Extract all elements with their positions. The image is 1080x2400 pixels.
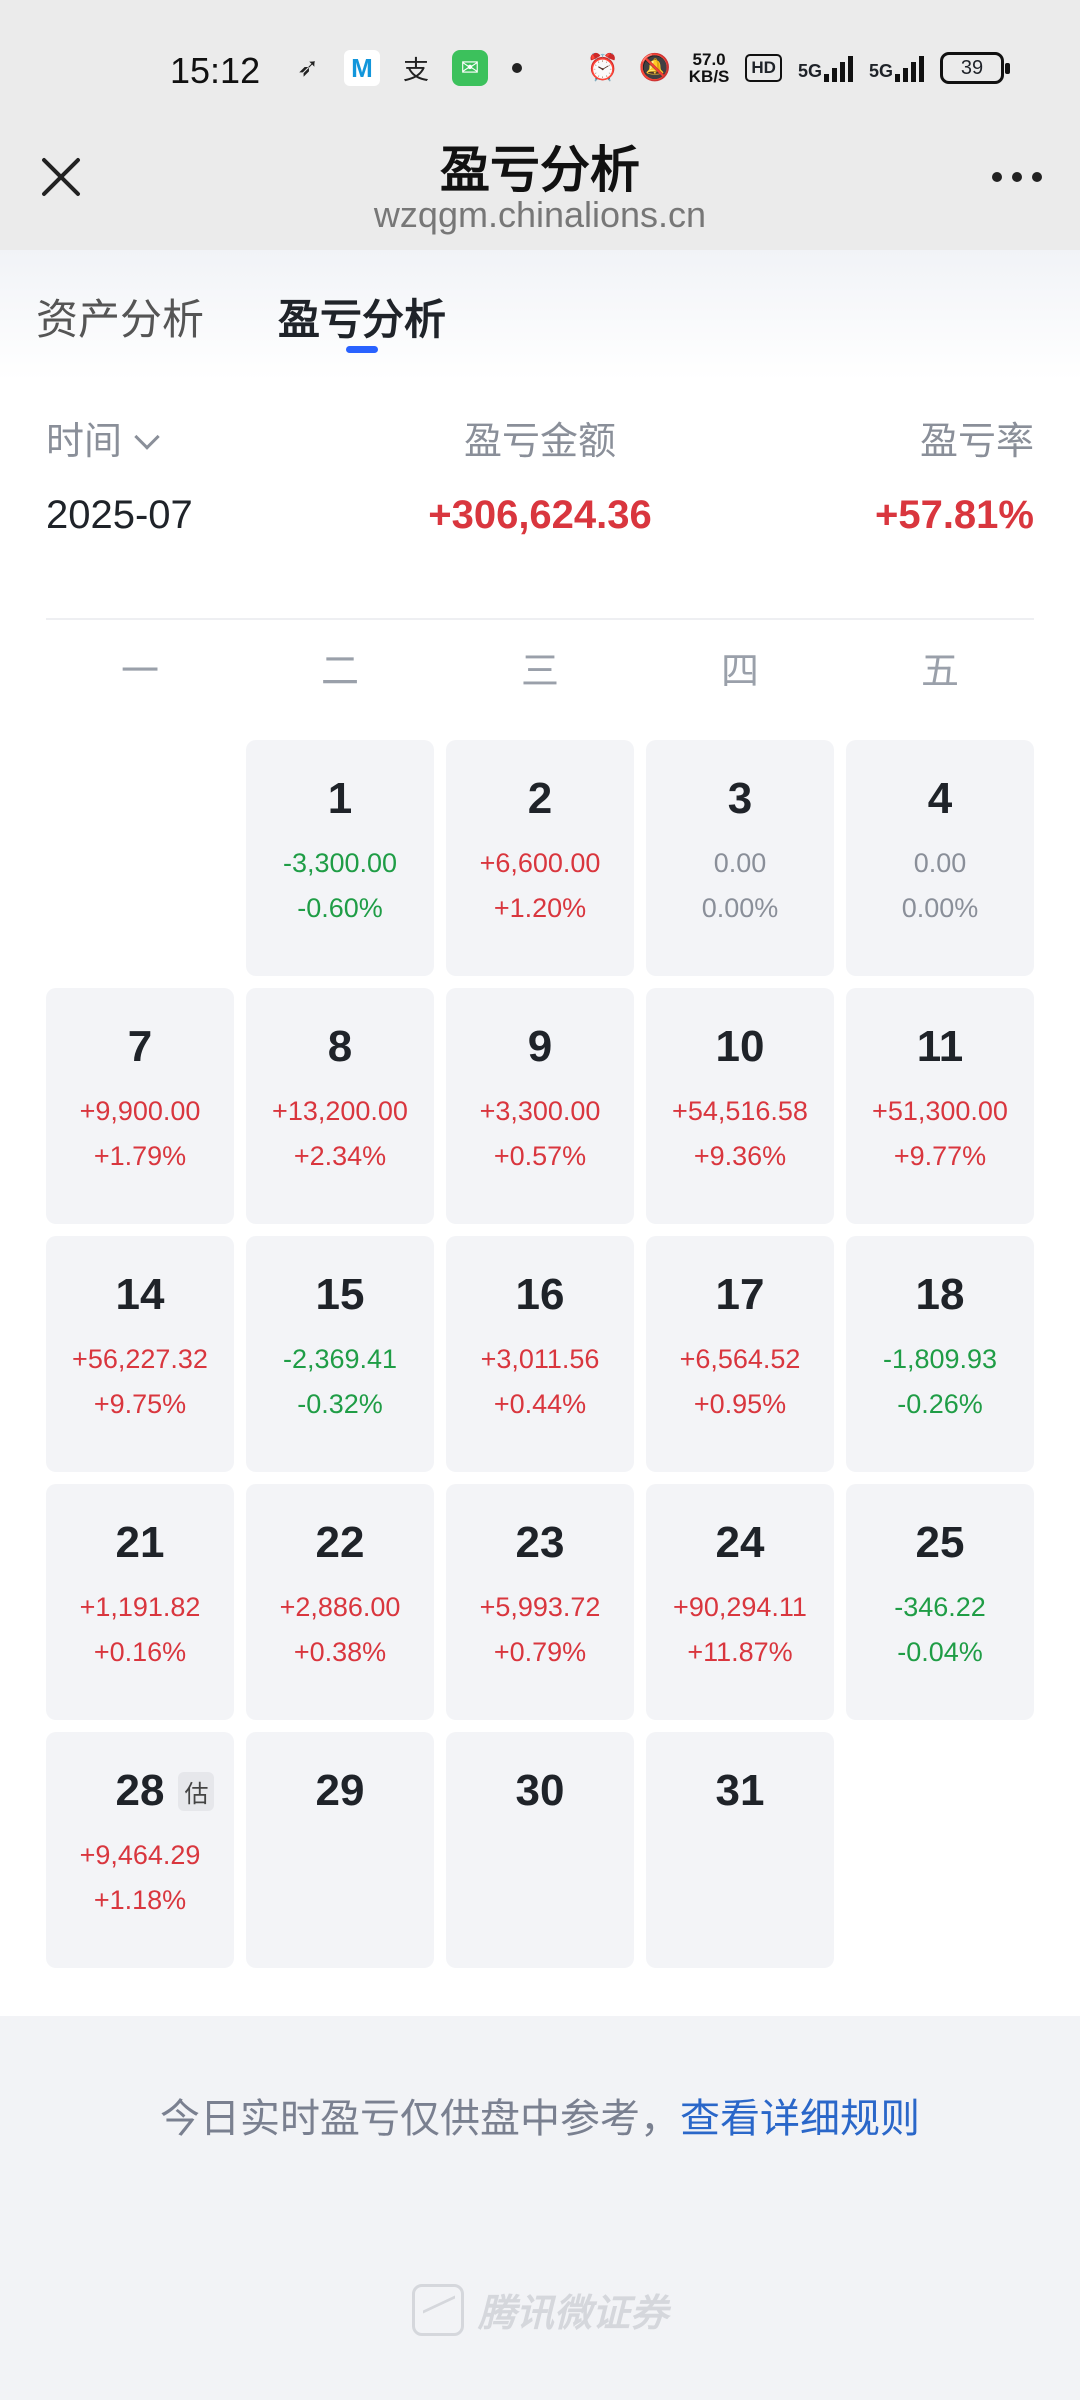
battery-icon: 39 — [940, 52, 1010, 84]
more-notifications-dot — [512, 63, 522, 73]
calendar-day[interactable]: 18 -1,809.93 -0.26% — [846, 1236, 1034, 1472]
calendar-day[interactable]: 10 +54,516.58 +9.36% — [646, 988, 834, 1224]
calendar-day[interactable]: 23 +5,993.72 +0.79% — [446, 1484, 634, 1720]
calendar-day[interactable]: 1 -3,300.00 -0.60% — [246, 740, 434, 976]
calendar-day[interactable]: 3 0.00 0.00% — [646, 740, 834, 976]
time-value: 2025-07 — [46, 493, 193, 537]
calendar-day[interactable]: 14 +56,227.32 +9.75% — [46, 1236, 234, 1472]
calendar-day[interactable]: 31 — [646, 1732, 834, 1968]
weekday-wed: 三 — [520, 649, 559, 693]
amount-column: 盈亏金额 +306,624.36 — [46, 410, 1034, 538]
footer: 今日实时盈亏仅供盘中参考，查看详细规则 腾讯微证券 — [0, 2016, 1080, 2400]
view-rules-link[interactable]: 查看详细规则 — [680, 2096, 920, 2142]
calendar-day[interactable]: 24 +90,294.11 +11.87% — [646, 1484, 834, 1720]
notification-icons: ➶ M 支 ✉ — [290, 50, 522, 86]
feather-app-icon: ➶ — [297, 53, 319, 83]
disclaimer-text: 今日实时盈亏仅供盘中参考， — [160, 2096, 680, 2142]
rate-label: 盈亏率 — [919, 419, 1034, 463]
calendar-day[interactable]: 16 +3,011.56 +0.44% — [446, 1236, 634, 1472]
calendar-day[interactable]: 28 估 +9,464.29 +1.18% — [46, 1732, 234, 1968]
brand-watermark: 腾讯微证券 — [0, 2282, 1080, 2337]
alarm-icon: ⏰ — [586, 53, 619, 83]
calendar-day[interactable]: 21 +1,191.82 +0.16% — [46, 1484, 234, 1720]
brand-name: 腾讯微证券 — [477, 2291, 668, 2335]
rate-column: 盈亏率 +57.81% — [875, 410, 1034, 538]
rate-value: +57.81% — [874, 493, 1034, 537]
more-menu-icon[interactable] — [992, 172, 1042, 182]
tab-pnl-analysis[interactable]: 盈亏分析 — [278, 295, 447, 344]
weekday-thu: 四 — [720, 649, 759, 693]
message-app-icon: ✉ — [452, 50, 488, 86]
tab-asset-analysis[interactable]: 资产分析 — [36, 295, 205, 344]
page-title: 盈亏分析 — [440, 141, 640, 199]
system-icons: ⏰ 🔕 57.0 KB/S HD 5G 5G 39 — [585, 50, 1010, 86]
amount-label: 盈亏金额 — [463, 419, 616, 463]
calendar-day[interactable]: 22 +2,886.00 +0.38% — [246, 1484, 434, 1720]
calendar-day[interactable]: 25 -346.22 -0.04% — [846, 1484, 1034, 1720]
m-app-icon: M — [344, 50, 380, 86]
calendar-day[interactable]: 4 0.00 0.00% — [846, 740, 1034, 976]
alipay-icon: 支 — [402, 55, 429, 86]
weekday-fri: 五 — [920, 649, 959, 693]
calendar-day[interactable]: 8 +13,200.00 +2.34% — [246, 988, 434, 1224]
calendar-day[interactable]: 11 +51,300.00 +9.77% — [846, 988, 1034, 1224]
brand-logo-icon — [411, 2283, 464, 2336]
signal-5g-2: 5G — [869, 54, 924, 82]
weekday-mon: 一 — [120, 649, 159, 693]
status-time: 15:12 — [170, 50, 261, 91]
disclaimer: 今日实时盈亏仅供盘中参考，查看详细规则 — [0, 2086, 1080, 2144]
time-selector[interactable]: 时间 — [46, 410, 193, 465]
signal-5g-1: 5G — [798, 54, 853, 82]
status-bar: 15:12 ➶ M 支 ✉ ⏰ 🔕 57.0 KB/S HD 5G 5G 39 — [0, 0, 1080, 130]
amount-value: +306,624.36 — [428, 493, 652, 537]
calendar-day[interactable]: 2 +6,600.00 +1.20% — [446, 740, 634, 976]
calendar-day[interactable]: 29 — [246, 1732, 434, 1968]
mute-icon: 🔕 — [638, 53, 671, 83]
time-column: 时间 2025-07 — [46, 410, 193, 538]
page-url: wzqgm.chinalions.cn — [373, 194, 707, 235]
weekday-header: 一 二 三 四 五 — [46, 640, 1034, 695]
calendar-day[interactable]: 9 +3,300.00 +0.57% — [446, 988, 634, 1224]
weekday-tue: 二 — [320, 649, 359, 693]
calendar-day[interactable]: 15 -2,369.41 -0.32% — [246, 1236, 434, 1472]
calendar-day[interactable]: 30 — [446, 1732, 634, 1968]
calendar-day[interactable]: 7 +9,900.00 +1.79% — [46, 988, 234, 1224]
hd-icon: HD — [745, 54, 782, 82]
tab-bar: 资产分析 盈亏分析 — [0, 250, 1080, 380]
active-tab-indicator — [346, 346, 378, 353]
pnl-summary: 时间 2025-07 盈亏金额 +306,624.36 盈亏率 +57.81% — [46, 410, 1034, 620]
network-speed: 57.0 KB/S — [688, 50, 730, 86]
nav-bar: 盈亏分析 wzqgm.chinalions.cn — [0, 130, 1080, 250]
calendar-day[interactable]: 17 +6,564.52 +0.95% — [646, 1236, 834, 1472]
estimate-badge: 估 — [178, 1772, 215, 1811]
